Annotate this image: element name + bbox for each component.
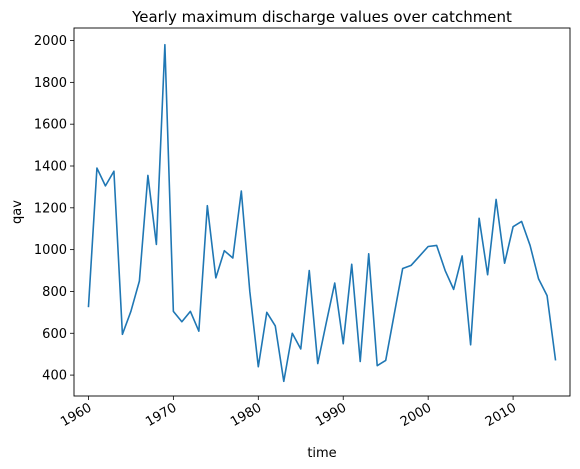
axes-frame [73,27,571,397]
x-tick-label: 1980 [228,400,264,430]
x-axis-label: time [307,446,336,461]
y-tick-label: 600 [42,327,67,342]
y-tick-label: 1400 [34,160,67,175]
y-tick-label: 1800 [34,76,67,91]
y-axis-label: qav [10,200,25,224]
x-tick-label: 1960 [58,400,94,430]
plot-area [87,43,557,383]
chart-title: Yearly maximum discharge values over cat… [131,8,512,26]
x-tick-label: 2010 [483,400,519,430]
y-tick-label: 1200 [34,201,67,216]
y-tick-label: 400 [42,369,67,384]
x-tick-label: 1970 [143,400,179,430]
x-tick-label: 2000 [398,400,434,430]
y-tick-label: 2000 [34,34,67,49]
y-tick-label: 1600 [34,118,67,133]
series-line-0 [87,43,557,383]
y-axis-ticks: 400 600 800 1000 1200 1400 1600 1800 2000 [34,34,74,384]
x-tick-label: 1990 [313,400,349,430]
y-tick-label: 800 [42,285,67,300]
x-axis-ticks: 1960 1970 1980 1990 2000 2010 [58,396,519,430]
y-tick-label: 1000 [34,243,67,258]
